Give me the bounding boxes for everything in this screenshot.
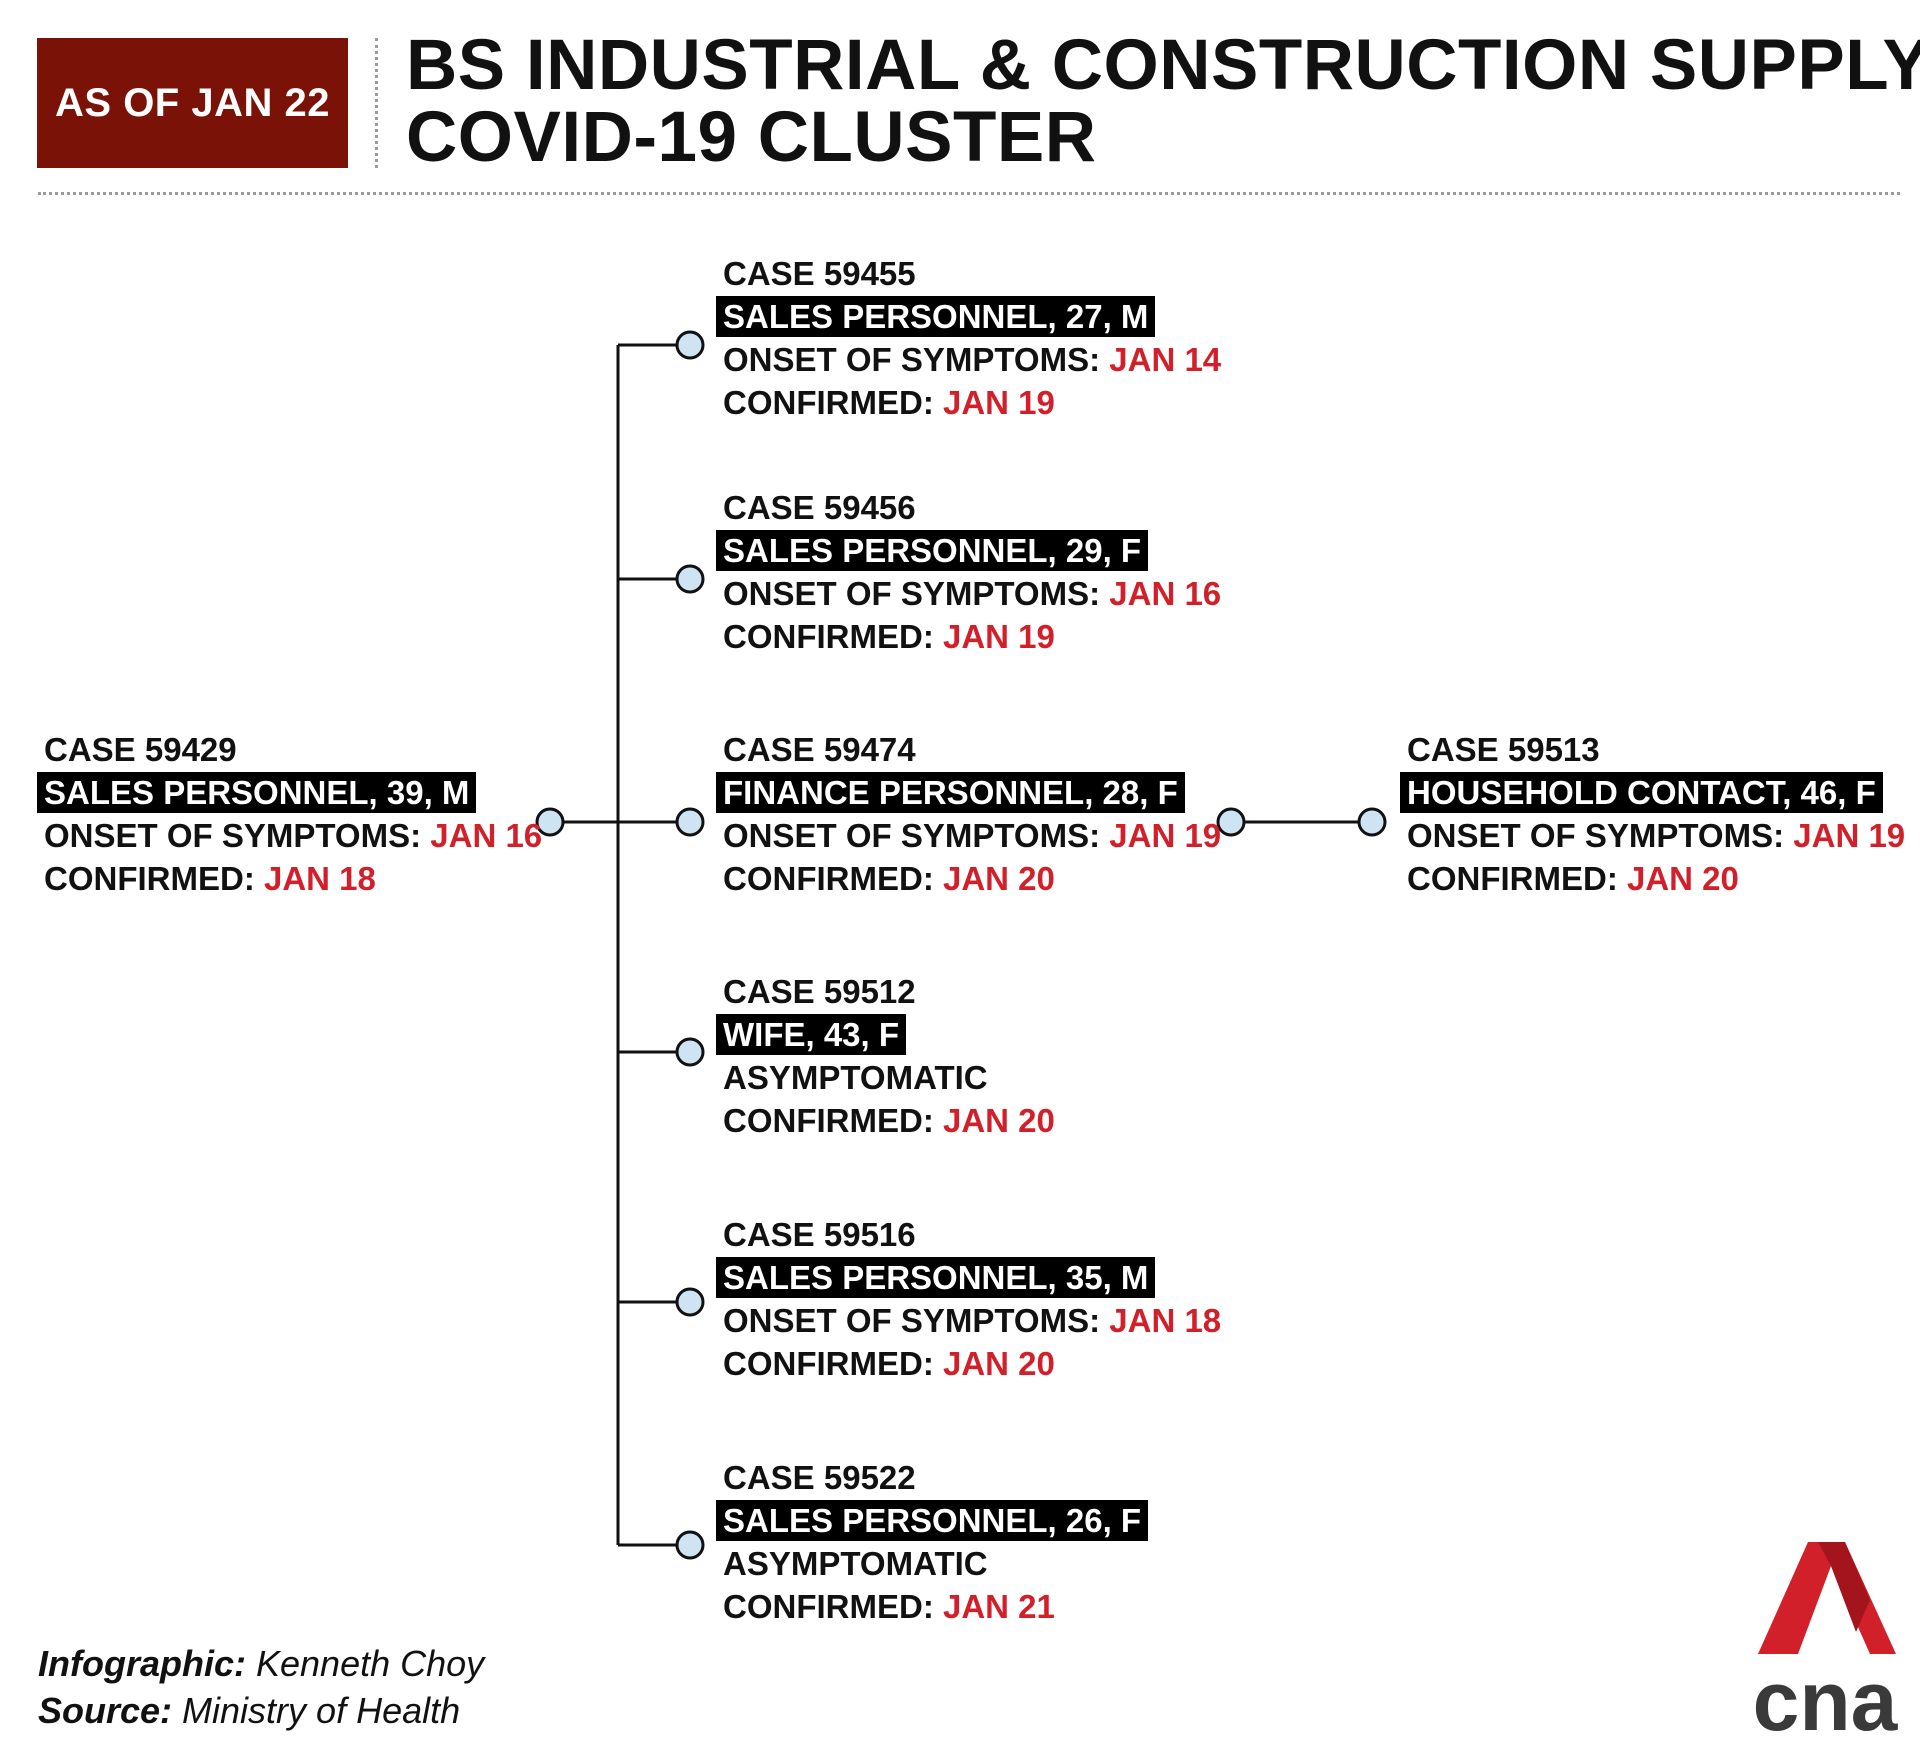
cna-logo-icon: cna: [1753, 1542, 1899, 1748]
case-card-59455: CASE 59455 SALES PERSONNEL, 27, M ONSET …: [716, 252, 1222, 424]
symptom-status: ONSET OF SYMPTOMS: JAN 19: [1407, 817, 1906, 854]
case-card-59456: CASE 59456 SALES PERSONNEL, 29, F ONSET …: [716, 486, 1222, 658]
case-profile-tag: HOUSEHOLD CONTACT, 46, F: [1400, 772, 1883, 813]
cna-logo-chevron-shade: [1818, 1542, 1870, 1632]
node-59512: [675, 1037, 705, 1067]
cna-logo: cna: [1750, 1540, 1900, 1748]
case-number: CASE 59512: [723, 973, 916, 1010]
case-number: CASE 59474: [723, 731, 916, 768]
case-card-59429: CASE 59429 SALES PERSONNEL, 39, M ONSET …: [37, 728, 543, 900]
symptom-status: ASYMPTOMATIC: [723, 1545, 988, 1582]
symptom-status: ONSET OF SYMPTOMS: JAN 14: [723, 341, 1222, 378]
case-profile-tag: SALES PERSONNEL, 27, M: [716, 296, 1156, 337]
page-title-line-1: BS INDUSTRIAL & CONSTRUCTION SUPPLY: [406, 26, 1920, 105]
symptom-status: ASYMPTOMATIC: [723, 1059, 988, 1096]
credits: Infographic: Kenneth Choy Source: Minist…: [38, 1640, 484, 1734]
confirmed-date: CONFIRMED: JAN 20: [723, 1102, 1055, 1139]
case-profile-tag: SALES PERSONNEL, 26, F: [716, 1500, 1149, 1541]
confirmed-date: CONFIRMED: JAN 20: [723, 1345, 1055, 1382]
node-59516: [675, 1287, 705, 1317]
page-title-line-2: COVID-19 CLUSTER: [406, 98, 1097, 177]
symptom-status: ONSET OF SYMPTOMS: JAN 16: [723, 575, 1222, 612]
confirmed-date: CONFIRMED: JAN 20: [1407, 860, 1739, 897]
case-profile-tag: SALES PERSONNEL, 39, M: [37, 772, 477, 813]
confirmed-date: CONFIRMED: JAN 18: [44, 860, 376, 897]
node-59522: [675, 1530, 705, 1560]
case-profile-tag: FINANCE PERSONNEL, 28, F: [716, 772, 1185, 813]
node-59456: [675, 564, 705, 594]
case-card-59513: CASE 59513 HOUSEHOLD CONTACT, 46, F ONSE…: [1400, 728, 1906, 900]
case-number: CASE 59516: [723, 1216, 916, 1253]
cna-logo-wordmark: cna: [1753, 1654, 1899, 1740]
confirmed-date: CONFIRMED: JAN 19: [723, 618, 1055, 655]
case-number: CASE 59429: [44, 731, 237, 768]
case-profile-tag: WIFE, 43, F: [716, 1014, 907, 1055]
case-number: CASE 59513: [1407, 731, 1600, 768]
case-card-59512: CASE 59512 WIFE, 43, F ASYMPTOMATIC CONF…: [716, 970, 1055, 1142]
confirmed-date: CONFIRMED: JAN 19: [723, 384, 1055, 421]
case-number: CASE 59522: [723, 1459, 916, 1496]
node-59455: [675, 330, 705, 360]
page-title: BS INDUSTRIAL & CONSTRUCTION SUPPLY COVI…: [406, 26, 1920, 177]
symptom-status: ONSET OF SYMPTOMS: JAN 19: [723, 817, 1222, 854]
case-number: CASE 59455: [723, 255, 916, 292]
node-59513: [1357, 807, 1387, 837]
source-credit: Source: Ministry of Health: [38, 1690, 461, 1731]
node-59429: [535, 807, 565, 837]
header-horizontal-divider: [38, 192, 1900, 195]
confirmed-date: CONFIRMED: JAN 20: [723, 860, 1055, 897]
cna-logo-chevron: [1758, 1542, 1896, 1654]
case-profile-tag: SALES PERSONNEL, 29, F: [716, 530, 1149, 571]
symptom-status: ONSET OF SYMPTOMS: JAN 18: [723, 1302, 1222, 1339]
case-number: CASE 59456: [723, 489, 916, 526]
node-59474: [675, 807, 705, 837]
header-vertical-divider: [375, 38, 378, 168]
case-card-59516: CASE 59516 SALES PERSONNEL, 35, M ONSET …: [716, 1213, 1222, 1385]
case-card-59474: CASE 59474 FINANCE PERSONNEL, 28, F ONSE…: [716, 728, 1222, 900]
confirmed-date: CONFIRMED: JAN 21: [723, 1588, 1055, 1625]
as-of-date-badge: AS OF JAN 22: [37, 38, 348, 168]
infographic-credit: Infographic: Kenneth Choy: [38, 1643, 485, 1684]
node-59474-out: [1216, 807, 1246, 837]
case-profile-tag: SALES PERSONNEL, 35, M: [716, 1257, 1156, 1298]
symptom-status: ONSET OF SYMPTOMS: JAN 16: [44, 817, 543, 854]
case-card-59522: CASE 59522 SALES PERSONNEL, 26, F ASYMPT…: [716, 1456, 1149, 1628]
